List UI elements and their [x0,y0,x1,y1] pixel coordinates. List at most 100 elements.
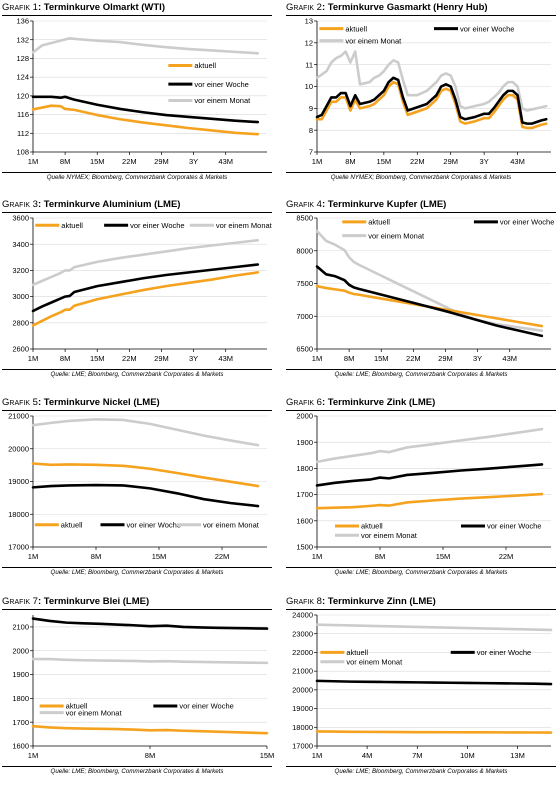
x-tick-label: 1M [28,552,38,561]
series-line-woche [31,263,260,313]
x-tick-label: 15M [377,157,392,166]
y-tick-label: 9 [309,104,313,113]
series-line-monat [31,657,269,665]
y-tick-label: 21000 [292,667,313,676]
chart-panel-7: Grafik 7: Terminkurve Blei (LME) 1600 170… [2,596,275,784]
legend-label-woche: vor einer Woche [477,648,531,657]
y-tick-label: 17000 [8,543,29,552]
series-line-woche [31,483,260,508]
y-tick-label: 120 [16,91,29,100]
series-line-aktuell [31,462,260,488]
source-note: Quelle: LME; Bloomberg, Commerzbank Corp… [50,768,224,775]
chart-svg: 7 8 9 10 11 12 13 1M 8M 15M 22M 29M 3Y 43M aktuell vor … [305,17,551,166]
series-line-aktuell [31,724,269,735]
series-line-woche [31,95,260,124]
series-line-monat [31,417,260,447]
x-tick-label: 22M [410,157,425,166]
y-tick-label: 2000 [296,412,313,421]
x-tick-label: 22M [122,354,137,363]
x-tick-label: 3Y [189,157,198,166]
x-tick-label: 29M [154,354,169,363]
x-tick-label: 10M [460,751,475,760]
chart-panel-4: Grafik 4: Terminkurve Kupfer (LME) 6500 7… [286,199,556,387]
y-tick-label: 7 [309,148,313,157]
chart-title: Grafik 2: Terminkurve Gasmarkt (Henry Hu… [286,2,488,13]
x-tick-label: 22M [406,354,421,363]
title-rule [286,212,556,213]
legend-label-monat: vor einem Monat [345,36,402,45]
legend-label-woche: vor einer Woche [194,80,248,89]
chart-svg: 6500 7000 7500 8000 8500 1M 8M 15M 22M 29M 3Y 43M ak… [296,214,554,363]
legend-label-aktuell: aktuell [66,702,88,711]
source-note: Quelle: LME; Bloomberg, Commerzbank Corp… [334,569,508,576]
source-rule [286,172,556,173]
legend-label-woche: vor einer Woche [179,702,233,711]
y-tick-label: 3600 [12,214,29,223]
source-note: Quelle: LME; Bloomberg, Commerzbank Corp… [50,371,224,378]
title-rule [2,410,272,411]
x-tick-label: 29M [154,157,169,166]
x-tick-label: 3Y [473,354,482,363]
y-tick-label: 20000 [8,444,29,453]
x-tick-label: 4M [362,751,372,760]
y-tick-label: 19000 [8,477,29,486]
x-tick-label: 22M [122,157,137,166]
source-note: Quelle: LME; Bloomberg, Commerzbank Corp… [334,371,508,378]
legend-label-woche: vor einer Woche [460,24,514,33]
y-tick-label: 128 [16,54,29,63]
series-line-aktuell [315,284,544,328]
legend-label-monat: vor einem Monat [346,657,403,666]
y-tick-label: 6500 [296,345,313,354]
y-tick-label: 108 [16,148,29,157]
y-tick-label: 11 [305,60,313,69]
chart-svg: 17000 18000 19000 20000 21000 1M 8M 15M 22M aktue… [8,412,267,561]
series-line-monat [315,229,544,332]
y-tick-label: 8000 [296,246,313,255]
y-tick-label: 22000 [292,648,313,657]
chart-panel-1: Grafik 1: Terminkurve Olmarkt (WTI) 108 1… [2,2,272,190]
y-tick-label: 19000 [292,704,313,713]
y-tick-label: 2100 [12,623,29,632]
x-tick-label: 1M [312,552,322,561]
legend-label-aktuell: aktuell [361,522,383,531]
y-tick-label: 1600 [12,742,29,751]
x-tick-label: 1M [312,751,322,760]
y-tick-label: 24000 [292,611,313,620]
legend-label-monat: vor einem Monat [203,520,260,529]
y-tick-label: 8500 [296,214,313,223]
x-tick-label: 7M [412,751,422,760]
x-tick-label: 3Y [189,354,198,363]
x-tick-label: 15M [260,751,275,760]
y-tick-label: 112 [17,129,29,138]
series-line-monat [315,50,548,112]
y-tick-label: 2600 [12,345,29,354]
x-tick-label: 8M [375,552,385,561]
chart-panel-2: Grafik 2: Terminkurve Gasmarkt (Henry Hu… [286,2,556,190]
x-tick-label: 15M [374,354,389,363]
x-tick-label: 8M [344,354,354,363]
y-tick-label: 3400 [12,240,29,249]
title-rule [2,609,272,610]
chart-svg: 2600 2800 3000 3200 3400 3600 1M 8M 15M 22M 29M 3Y 4… [12,214,272,363]
title-rule [286,410,556,411]
legend-label-woche: vor einer Woche [487,522,541,531]
source-note: Quelle: LME; Bloomberg, Commerzbank Corp… [50,569,224,576]
x-tick-label: 8M [345,157,355,166]
series-line-aktuell [315,730,553,734]
y-tick-label: 3000 [12,292,29,301]
chart-panel-8: Grafik 8: Terminkurve Zinn (LME) 17000 18… [286,596,556,784]
y-tick-label: 18000 [292,723,313,732]
series-line-aktuell [315,80,548,130]
source-note: Quelle NYMEX; Bloomberg, Commerzbank Cor… [330,174,512,181]
chart-title: Grafik 5: Terminkurve Nickel (LME) [2,397,160,408]
x-tick-label: 43M [218,157,233,166]
y-tick-label: 18000 [8,510,29,519]
series-line-woche [315,679,553,686]
x-tick-label: 43M [218,354,233,363]
y-tick-label: 1700 [296,490,313,499]
series-line-monat [315,427,544,464]
legend-label-monat: vor einem Monat [194,96,251,105]
y-tick-label: 1500 [296,543,313,552]
source-note: Quelle: LME; Bloomberg, Commerzbank Corp… [334,768,508,775]
